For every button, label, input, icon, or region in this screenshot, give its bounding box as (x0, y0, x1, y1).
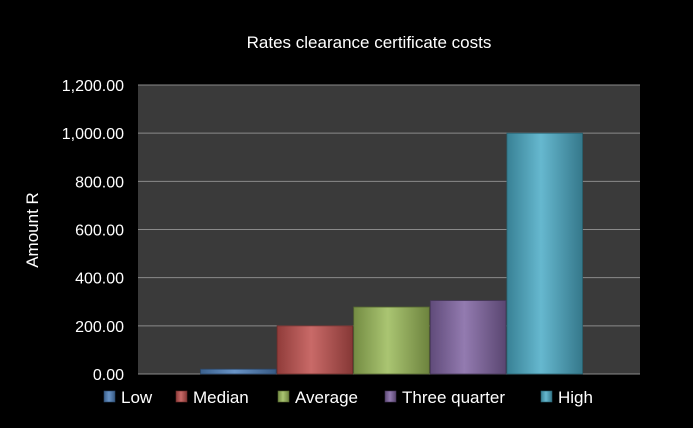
legend-swatch (384, 390, 397, 403)
y-tick-label: 0.00 (93, 367, 124, 384)
bar-low (200, 368, 277, 375)
y-tick-label: 1,000.00 (62, 126, 124, 143)
bar-high (506, 132, 583, 375)
chart-title: Rates clearance certificate costs (247, 33, 492, 52)
y-tick-label: 600.00 (75, 223, 124, 240)
legend-item-three-quarter: Three quarter (384, 388, 505, 407)
bars (200, 132, 583, 375)
y-axis-title: Amount R (23, 192, 42, 268)
legend-label: Average (295, 388, 358, 407)
legend-swatch (540, 390, 553, 403)
legend-label: Median (193, 388, 249, 407)
y-tick-labels: 0.00 200.00 400.00 600.00 800.00 1,000.00 1,20… (62, 78, 124, 384)
legend-item-high: High (540, 388, 593, 407)
bar-average (353, 306, 430, 375)
legend: Low Median Average Three quarter High (103, 388, 593, 407)
legend-label: Low (121, 388, 153, 407)
legend-item-median: Median (175, 388, 249, 407)
legend-swatch (277, 390, 290, 403)
y-tick-label: 400.00 (75, 271, 124, 288)
legend-item-low: Low (103, 388, 153, 407)
bar-three-quarter (429, 300, 507, 375)
y-tick-label: 1,200.00 (62, 78, 124, 95)
y-tick-label: 800.00 (75, 174, 124, 191)
y-tick-label: 200.00 (75, 319, 124, 336)
legend-swatch (103, 390, 116, 403)
legend-item-average: Average (277, 388, 358, 407)
legend-label: Three quarter (402, 388, 505, 407)
legend-label: High (558, 388, 593, 407)
legend-swatch (175, 390, 188, 403)
bar-median (276, 325, 354, 375)
